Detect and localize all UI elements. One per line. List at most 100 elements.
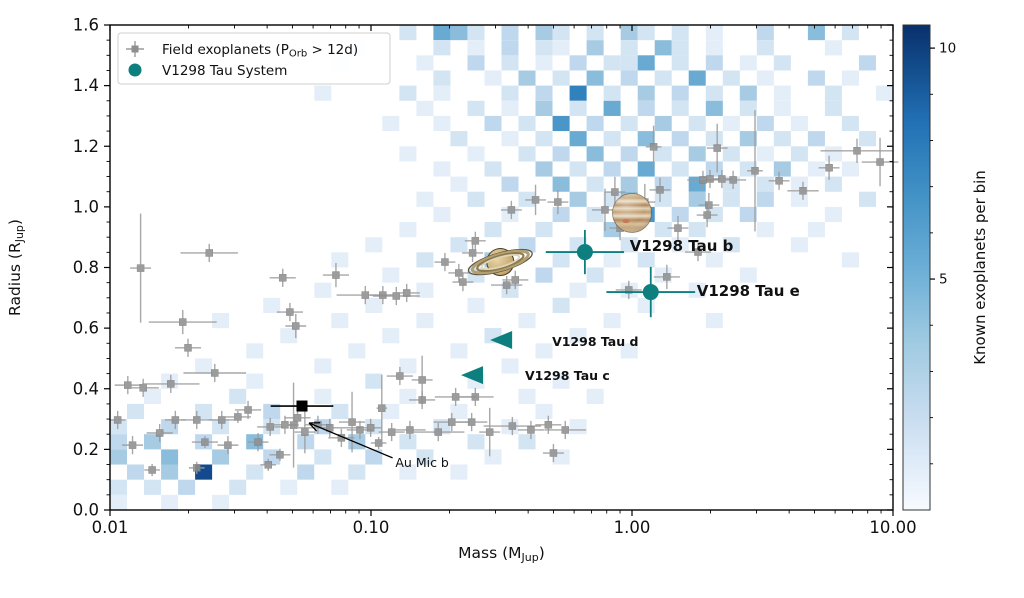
square-marker xyxy=(294,414,301,421)
heatmap-cell xyxy=(314,358,331,373)
heatmap-cell xyxy=(348,343,365,358)
heatmap-cell xyxy=(808,71,825,86)
heatmap-cell xyxy=(825,40,842,55)
heatmap-cell xyxy=(280,480,297,495)
heatmap-cell xyxy=(723,192,740,207)
field-exoplanet-point xyxy=(130,214,151,323)
square-marker xyxy=(396,373,403,380)
heatmap-cell xyxy=(399,222,416,237)
heatmap-cell xyxy=(604,55,621,70)
square-marker xyxy=(752,167,759,174)
square-marker xyxy=(193,464,200,471)
square-marker xyxy=(349,419,356,426)
v1298-label: V1298 Tau b xyxy=(630,237,734,255)
heatmap-cell xyxy=(740,101,757,116)
heatmap-cell xyxy=(791,146,808,161)
square-marker xyxy=(245,406,252,413)
heatmap-cell xyxy=(212,449,229,464)
field-exoplanet-point xyxy=(435,253,456,271)
heatmap-cell xyxy=(672,161,689,176)
v1298-label: V1298 Tau e xyxy=(697,282,800,300)
heatmap-cell xyxy=(314,283,331,298)
heatmap-cell xyxy=(519,434,536,449)
heatmap-cell xyxy=(382,116,399,131)
heatmap-cell xyxy=(536,55,553,70)
heatmap-cell xyxy=(808,25,825,40)
heatmap-cell xyxy=(553,116,570,131)
square-marker xyxy=(527,426,534,433)
heatmap-cell xyxy=(825,101,842,116)
heatmap-cell xyxy=(553,207,570,222)
heatmap-cell xyxy=(808,161,825,176)
heatmap-cell xyxy=(450,465,467,480)
square-marker xyxy=(508,206,515,213)
heatmap-cell xyxy=(808,222,825,237)
y-tick-label: 0.6 xyxy=(73,319,99,338)
heatmap-cell xyxy=(502,358,519,373)
y-tick-label: 1.6 xyxy=(73,16,99,35)
heatmap-cell xyxy=(314,86,331,101)
square-marker xyxy=(224,442,231,449)
heatmap-cell xyxy=(757,192,774,207)
field-exoplanet-point xyxy=(270,269,296,287)
heatmap-cell xyxy=(706,131,723,146)
square-marker xyxy=(663,273,670,280)
heatmap-cell xyxy=(161,495,178,510)
heatmap-cell xyxy=(502,101,519,116)
square-marker xyxy=(503,282,510,289)
heatmap-cell xyxy=(842,252,859,267)
heatmap-cell xyxy=(672,131,689,146)
heatmap-cell xyxy=(587,71,604,86)
heatmap-cell xyxy=(502,177,519,192)
square-marker xyxy=(156,430,163,437)
heatmap-cell xyxy=(416,55,433,70)
field-exoplanet-point xyxy=(115,376,141,394)
field-exoplanet-point xyxy=(371,437,387,449)
heatmap-cell xyxy=(706,55,723,70)
heatmap-cell xyxy=(655,222,672,237)
heatmap-cell xyxy=(570,131,587,146)
heatmap-cell xyxy=(502,86,519,101)
au-mic-label: Au Mic b xyxy=(395,455,449,470)
heatmap-cell xyxy=(570,55,587,70)
heatmap-cell xyxy=(740,86,757,101)
heatmap-cell xyxy=(297,465,314,480)
heatmap-cell xyxy=(553,71,570,86)
square-marker xyxy=(206,249,213,256)
heatmap-cell xyxy=(604,86,621,101)
heatmap-cell xyxy=(604,101,621,116)
heatmap-cell xyxy=(280,328,297,343)
heatmap-cell xyxy=(638,101,655,116)
heatmap-cell xyxy=(127,404,144,419)
v1298-label: V1298 Tau d xyxy=(552,334,638,349)
field-exoplanet-point xyxy=(525,185,546,215)
square-marker xyxy=(367,424,374,431)
heatmap-cell xyxy=(774,55,791,70)
heatmap-cell xyxy=(519,146,536,161)
heatmap-cell xyxy=(757,116,774,131)
heatmap-cell xyxy=(672,55,689,70)
heatmap-cell xyxy=(638,161,655,176)
heatmap-cell xyxy=(859,131,876,146)
legend-field-marker xyxy=(132,46,139,53)
heatmap-cell xyxy=(212,495,229,510)
heatmap-cell xyxy=(672,207,689,222)
square-marker xyxy=(448,419,455,426)
heatmap-cell xyxy=(468,298,485,313)
square-marker xyxy=(167,380,174,387)
square-marker xyxy=(799,187,806,194)
field-exoplanet-point xyxy=(175,339,201,357)
square-marker xyxy=(185,344,192,351)
x-tick-label: 0.01 xyxy=(92,518,129,537)
heatmap-cell xyxy=(382,328,399,343)
heatmap-cell xyxy=(331,252,348,267)
heatmap-cell xyxy=(587,146,604,161)
heatmap-cell xyxy=(553,146,570,161)
y-axis-label-sub: Jup xyxy=(13,225,26,243)
heatmap-cell xyxy=(553,177,570,192)
legend-v1298-marker xyxy=(129,64,142,77)
square-marker xyxy=(550,450,557,457)
square-marker xyxy=(378,405,385,412)
legend-field-label: Field exoplanets (POrb > 12d) xyxy=(162,42,358,60)
heatmap-cell xyxy=(416,192,433,207)
